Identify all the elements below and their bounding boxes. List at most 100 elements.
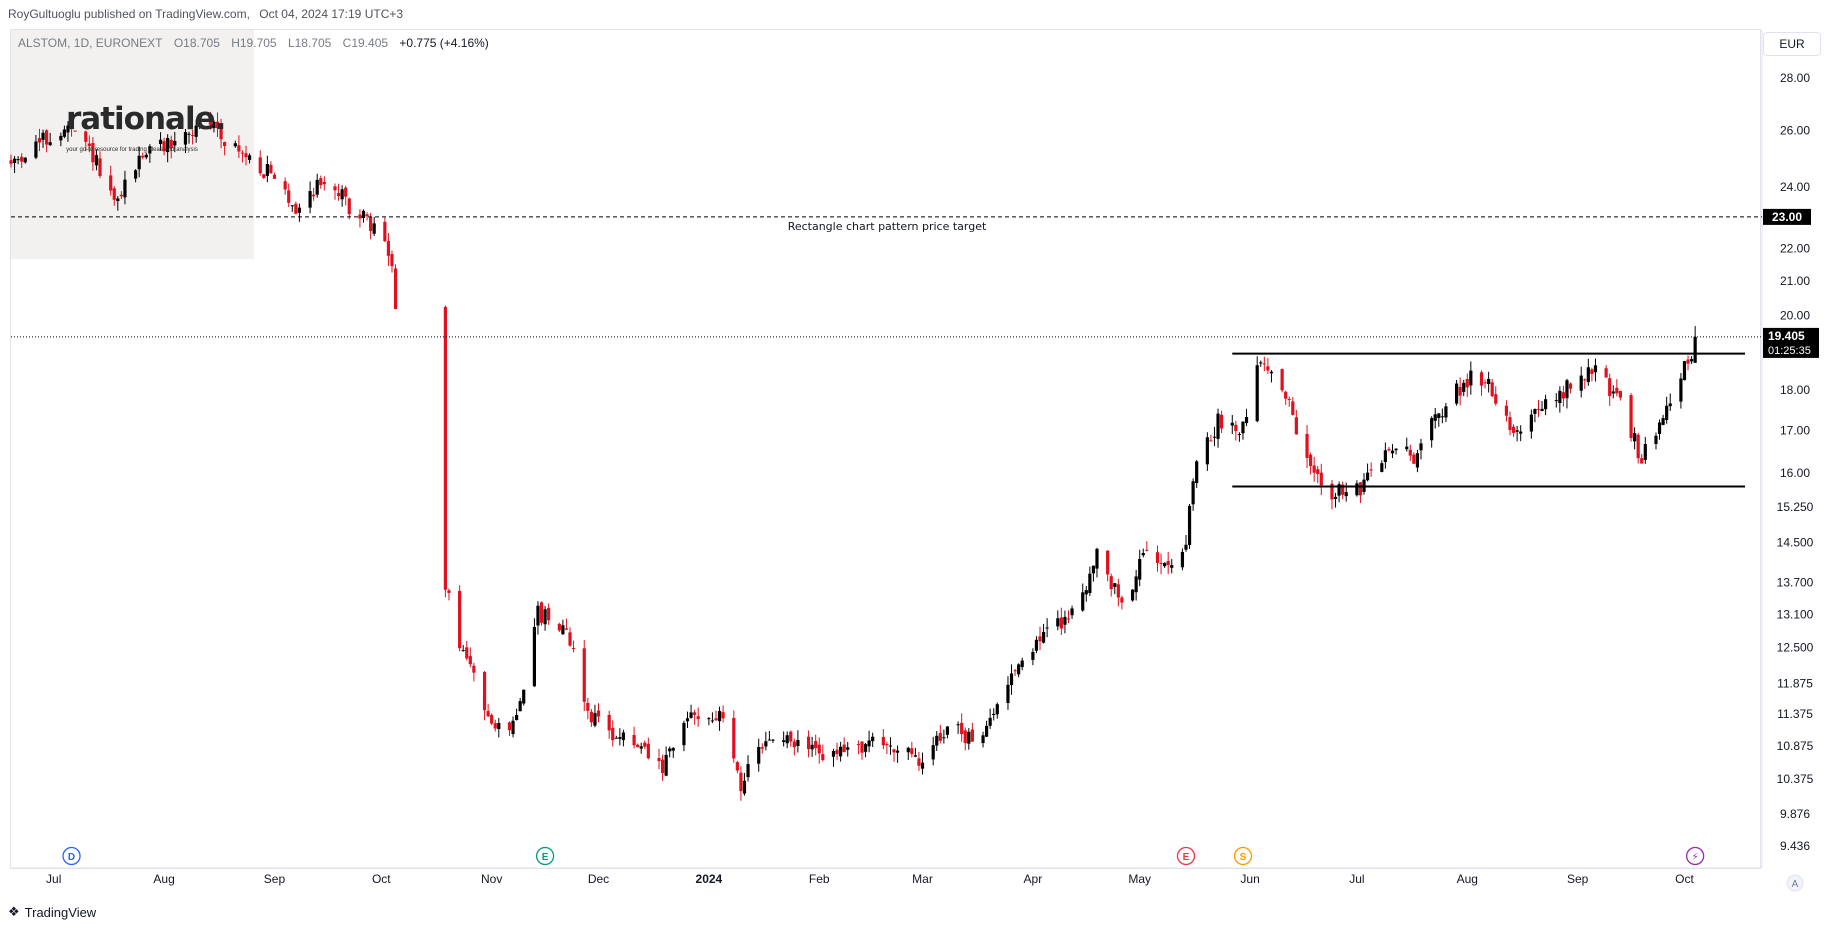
candle-body: [1195, 461, 1199, 484]
candle-body: [1693, 336, 1697, 363]
candle-body: [1106, 550, 1110, 575]
candle-body: [960, 722, 964, 735]
candle-body: [1138, 559, 1142, 580]
candle-body: [910, 748, 914, 755]
candle-body: [1444, 406, 1448, 418]
candle-body: [1219, 414, 1224, 429]
candle-body: [219, 125, 223, 140]
price-target-annotation: Rectangle chart pattern price target: [788, 220, 987, 233]
candle-body: [166, 138, 170, 153]
candle-body: [322, 181, 326, 185]
y-tick-label: 20.00: [1780, 309, 1810, 323]
candle-body: [618, 737, 622, 739]
candle-body: [1237, 434, 1241, 436]
candle-body: [981, 735, 985, 744]
candle-body: [144, 154, 148, 158]
candle-body: [287, 190, 291, 203]
candle-body: [1262, 363, 1266, 365]
candle-body: [1465, 379, 1469, 388]
candle-body: [1294, 417, 1298, 435]
candle-body: [223, 142, 227, 147]
candle-body: [208, 121, 212, 125]
candle-body: [1462, 382, 1466, 392]
candle-body: [116, 198, 120, 202]
candle-body: [1668, 403, 1672, 407]
candle-body: [1284, 391, 1288, 399]
x-tick-label: Mar: [912, 872, 933, 886]
candle-body: [258, 157, 262, 174]
candle-body: [112, 188, 116, 200]
auto-scale-label: A: [1792, 879, 1799, 890]
candle-body: [1031, 652, 1035, 660]
candle-body: [1163, 562, 1167, 567]
candle-body: [393, 268, 398, 309]
candle-body: [1234, 424, 1238, 432]
candle-body: [1341, 484, 1345, 495]
candle-body: [1116, 584, 1120, 598]
last-price-countdown: 01:25:35: [1768, 345, 1811, 357]
candle-body: [1554, 400, 1558, 402]
candle-body: [1679, 378, 1683, 402]
candle-body: [696, 716, 700, 720]
publish-bar: RoyGultuoglu published on TradingView.co…: [8, 7, 409, 21]
candle-body: [1191, 481, 1195, 505]
symbol-legend: ALSTOM, 1D, EURONEXT O18.705 H19.705 L18…: [18, 36, 497, 50]
candle-body: [860, 741, 864, 753]
candle-body: [657, 758, 661, 762]
candle-body: [87, 143, 91, 147]
y-tick-label: 22.00: [1780, 241, 1810, 255]
candle-body: [1458, 386, 1462, 396]
footer-brand-label: TradingView: [24, 904, 97, 920]
candle-body: [1394, 448, 1398, 451]
candle-body: [810, 744, 814, 750]
candle-body: [885, 743, 889, 746]
candle-body: [586, 702, 590, 711]
candle-body: [721, 712, 725, 719]
candle-body: [215, 121, 220, 129]
candle-body: [892, 749, 896, 753]
candle-body: [746, 764, 750, 778]
candle-body: [792, 741, 796, 748]
candle-body: [1309, 454, 1313, 467]
event-marker-earnings[interactable]: [535, 846, 555, 866]
event-marker-split[interactable]: [1233, 846, 1253, 866]
candle-body: [1081, 592, 1085, 611]
candle-body: [1009, 673, 1014, 686]
candle-body: [369, 217, 373, 231]
footer-brand[interactable]: ❖ TradingView: [8, 904, 96, 920]
candle-body: [472, 665, 476, 673]
candle-body: [1508, 417, 1512, 431]
x-tick-label: Jul: [46, 872, 61, 886]
candle-body: [1643, 444, 1647, 460]
candle-body: [358, 214, 362, 219]
candle-body: [522, 689, 526, 704]
candle-body: [906, 747, 910, 753]
publisher-text: RoyGultuoglu published on TradingView.co…: [8, 7, 250, 21]
candle-body: [671, 748, 675, 751]
candle-body: [682, 722, 686, 746]
candle-body: [917, 758, 921, 766]
candle-body: [187, 133, 191, 135]
event-marker-dividend[interactable]: [62, 846, 81, 866]
candle-body: [1583, 379, 1587, 381]
candle-body: [265, 164, 269, 176]
auto-scale-button[interactable]: [1786, 874, 1804, 892]
candle-body: [1590, 369, 1594, 374]
currency-button[interactable]: EUR: [1763, 32, 1821, 56]
price-target-tag-label: 23.00: [1772, 210, 1802, 224]
event-marker-earnings[interactable]: [1176, 846, 1196, 866]
candle-body: [518, 701, 522, 712]
candle-body: [1180, 551, 1185, 568]
candle-body: [1487, 378, 1491, 385]
candle-body: [1330, 483, 1334, 500]
candle-body: [1689, 359, 1694, 362]
candle-body: [668, 748, 672, 752]
candle-body: [465, 647, 469, 659]
candle-body: [931, 745, 935, 760]
candle-body: [557, 623, 561, 631]
event-marker-news[interactable]: [1686, 846, 1705, 866]
candle-body: [967, 731, 971, 744]
candle-body: [739, 772, 743, 792]
candle-body: [856, 744, 861, 746]
